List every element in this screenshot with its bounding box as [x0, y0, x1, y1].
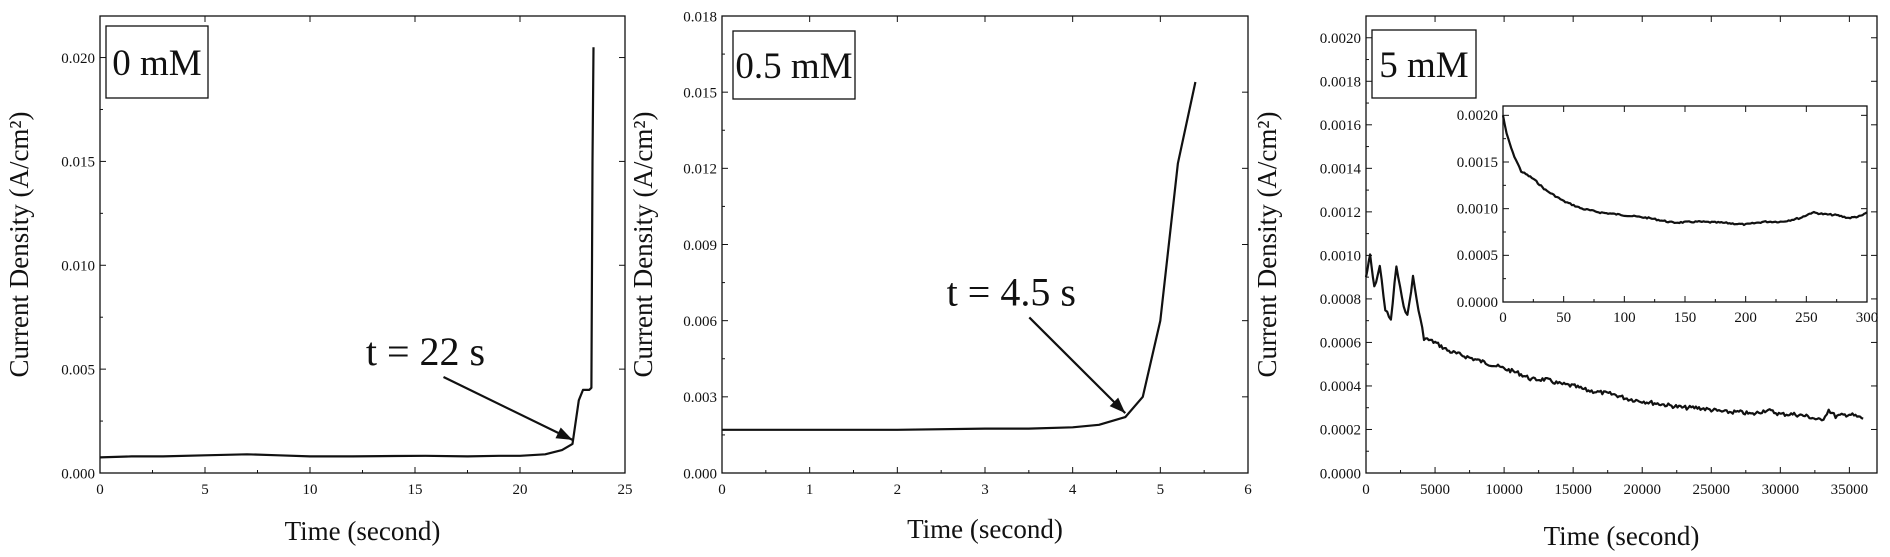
- annotation-label: t = 4.5 s: [947, 269, 1076, 314]
- x-tick-label: 50: [1556, 310, 1571, 326]
- y-tick-label: 0.0014: [1320, 162, 1362, 178]
- inset-series-line: [1501, 115, 1868, 227]
- annotation-arrow-shaft: [1028, 316, 1127, 414]
- chart-panel-3: 0.00000.00020.00040.00060.00080.00100.00…: [1252, 15, 1879, 551]
- annotation-arrowhead: [1109, 397, 1126, 414]
- y-tick-label: 0.006: [683, 314, 717, 330]
- legend-box: [1371, 29, 1477, 99]
- y-tick-label: 0.012: [683, 162, 717, 178]
- x-tick-label: 2: [894, 482, 902, 498]
- x-tick-label: 3: [981, 482, 989, 498]
- y-tick-label: 0.0018: [1320, 75, 1361, 91]
- x-tick-label: 4: [1069, 482, 1077, 498]
- y-tick-label: 0.0012: [1320, 205, 1361, 221]
- y-axis-label: Current Density (A/cm²): [4, 111, 34, 377]
- y-tick-label: 0.005: [61, 362, 95, 378]
- plot-frame: [1502, 105, 1868, 303]
- x-tick-label: 0: [96, 482, 104, 498]
- annotation-arrow-shaft: [443, 375, 573, 441]
- y-axis-label: Current Density (A/cm²): [628, 111, 658, 377]
- x-tick-label: 0: [1362, 482, 1370, 498]
- y-tick-label: 0.015: [61, 155, 95, 171]
- series-line: [99, 47, 595, 459]
- inset-chart: 0.0000 0.0005 0.0010 0.0015 0.0020 0 50 100 150 2…: [1457, 105, 1879, 326]
- y-tick-label: 0.0020: [1320, 31, 1361, 47]
- x-tick-label: 20000: [1623, 482, 1661, 498]
- series-line: [1364, 253, 1864, 422]
- y-tick-label: 0.0010: [1320, 249, 1361, 265]
- x-tick-label: 6: [1244, 482, 1252, 498]
- y-tick-label: 0.018: [683, 9, 717, 25]
- y-tick-label: 0.000: [61, 466, 95, 482]
- y-tick-label: 0.000: [683, 466, 717, 482]
- y-tick-label: 0.010: [61, 259, 95, 275]
- chart-panel-1: 0.000 0.005 0.010 0.015 0.020 0 5 10 15 20 25 Time …: [4, 15, 633, 546]
- x-tick-label: 30000: [1762, 482, 1800, 498]
- y-tick-label: 0.0010: [1457, 202, 1498, 218]
- x-tick-label: 0: [1499, 310, 1507, 326]
- y-tick-label: 0.0020: [1457, 108, 1498, 124]
- y-axis-label: Current Density (A/cm²): [1252, 111, 1282, 377]
- y-tick-label: 0.0005: [1457, 248, 1498, 264]
- y-tick-label: 0.0006: [1320, 336, 1362, 352]
- x-tick-label: 5000: [1420, 482, 1450, 498]
- y-tick-label: 0.0000: [1320, 466, 1361, 482]
- annotation-arrowhead: [555, 427, 573, 440]
- legend-label: 0.5 mM: [735, 46, 852, 87]
- y-tick-label: 0.0016: [1320, 118, 1362, 134]
- legend-label: 0 mM: [112, 43, 201, 84]
- y-tick-label: 0.0004: [1320, 379, 1362, 395]
- x-tick-label: 25000: [1693, 482, 1731, 498]
- y-tick-label: 0.0008: [1320, 292, 1361, 308]
- y-tick-label: 0.0000: [1457, 295, 1498, 311]
- x-axis-label: Time (second): [907, 514, 1063, 544]
- legend-label: 5 mM: [1379, 45, 1468, 86]
- y-tick-label: 0.003: [683, 390, 717, 406]
- x-tick-label: 10: [303, 482, 318, 498]
- x-tick-label: 25: [618, 482, 633, 498]
- x-tick-label: 10000: [1485, 482, 1523, 498]
- y-tick-label: 0.0015: [1457, 155, 1498, 171]
- x-tick-label: 300: [1856, 310, 1879, 326]
- x-axis-label: Time (second): [285, 516, 441, 546]
- plot-frame: [1365, 15, 1878, 474]
- x-tick-label: 35000: [1831, 482, 1869, 498]
- x-tick-label: 250: [1795, 310, 1818, 326]
- y-tick-label: 0.020: [61, 51, 95, 67]
- x-axis-label: Time (second): [1544, 521, 1700, 551]
- x-tick-label: 15: [408, 482, 423, 498]
- y-tick-label: 0.0002: [1320, 423, 1361, 439]
- x-tick-label: 100: [1613, 310, 1636, 326]
- series-line: [722, 81, 1197, 431]
- x-tick-label: 150: [1674, 310, 1697, 326]
- x-tick-label: 5: [1157, 482, 1165, 498]
- y-tick-label: 0.015: [683, 85, 717, 101]
- annotation-label: t = 22 s: [366, 329, 485, 374]
- x-tick-label: 5: [201, 482, 209, 498]
- y-tick-label: 0.009: [683, 238, 717, 254]
- x-tick-label: 200: [1734, 310, 1757, 326]
- x-tick-label: 1: [806, 482, 814, 498]
- legend-box: [732, 30, 856, 100]
- x-tick-label: 20: [513, 482, 528, 498]
- x-tick-label: 0: [718, 482, 726, 498]
- chart-panel-2: 0.000 0.003 0.006 0.009 0.012 0.015 0.018 0 1 2 3 4…: [628, 9, 1252, 544]
- x-tick-label: 15000: [1554, 482, 1592, 498]
- legend-box: [105, 25, 209, 99]
